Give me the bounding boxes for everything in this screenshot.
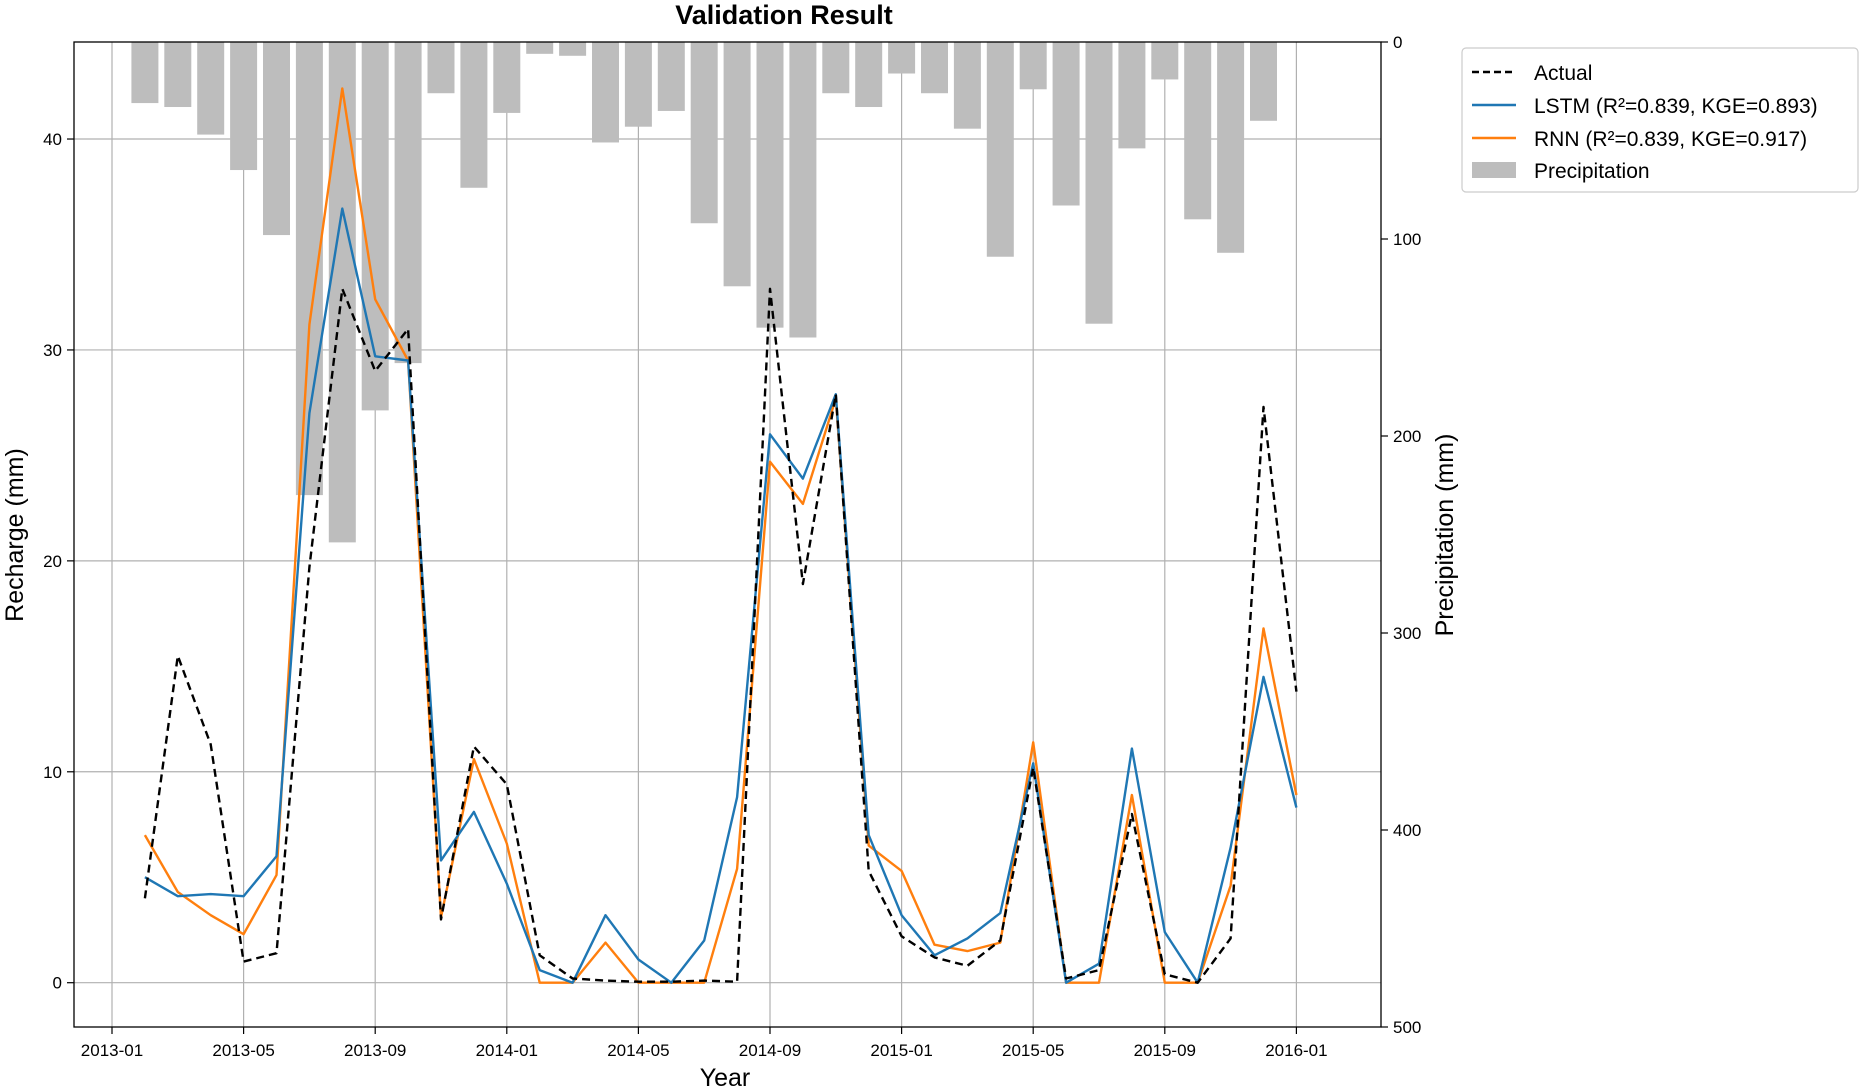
x-tick-label: 2014-01 [476, 1041, 538, 1060]
legend-precipitation-swatch [1472, 162, 1516, 178]
axis-ticks: 2013-01 2013-05 2013-09 2014-01 2014-05 2014-… [43, 33, 1421, 1060]
precipitation-bar [921, 42, 948, 94]
precipitation-bars [131, 42, 1277, 543]
precipitation-bar [723, 42, 751, 287]
legend-precipitation-label: Precipitation [1534, 160, 1650, 183]
precipitation-bar [1217, 42, 1245, 253]
x-tick-label: 2015-05 [1002, 1041, 1064, 1060]
precipitation-bar [361, 42, 389, 411]
y-axis-left-label: Recharge (mm) [1, 448, 29, 622]
y-right-tick-label: 300 [1393, 624, 1421, 643]
legend-actual-label: Actual [1534, 62, 1592, 85]
legend: Actual LSTM (R²=0.839, KGE=0.893) RNN (R… [1461, 47, 1859, 193]
precipitation-bar [1250, 42, 1277, 121]
y-right-tick-label: 500 [1393, 1018, 1421, 1037]
precipitation-bar [789, 42, 817, 338]
x-axis-label: Year [700, 1064, 751, 1091]
chart-title: Validation Result [675, 0, 893, 30]
precipitation-bar [230, 42, 258, 171]
x-tick-label: 2015-09 [1134, 1041, 1196, 1060]
precipitation-bar [1118, 42, 1146, 149]
x-tick-label: 2013-05 [212, 1041, 274, 1060]
series-line-actual [143, 287, 1298, 984]
precipitation-bar [986, 42, 1014, 257]
x-tick-label: 2013-01 [81, 1041, 143, 1060]
y-right-tick-label: 0 [1393, 33, 1402, 52]
precipitation-bar [131, 42, 159, 104]
y-left-tick-label: 0 [53, 974, 62, 993]
legend-rnn-label: RNN (R²=0.839, KGE=0.917) [1534, 128, 1807, 151]
x-tick-label: 2016-01 [1265, 1041, 1327, 1060]
y-right-tick-label: 200 [1393, 427, 1421, 446]
x-tick-label: 2013-09 [344, 1041, 406, 1060]
y-right-tick-label: 100 [1393, 230, 1421, 249]
precipitation-bar [1085, 42, 1113, 324]
precipitation-bar [1019, 42, 1047, 90]
precipitation-bar [427, 42, 455, 94]
y-left-tick-label: 40 [43, 130, 62, 149]
precipitation-bar [953, 42, 981, 129]
precipitation-bar [394, 42, 422, 364]
precipitation-bar [559, 42, 587, 56]
y-left-tick-label: 20 [43, 552, 62, 571]
precipitation-bar [493, 42, 521, 113]
precipitation-bar [592, 42, 619, 143]
legend-lstm-label: LSTM (R²=0.839, KGE=0.893) [1534, 95, 1818, 118]
precipitation-bar [657, 42, 685, 111]
precipitation-bar [1052, 42, 1080, 206]
precipitation-bar [263, 42, 290, 236]
recharge-lines [143, 87, 1298, 984]
precipitation-bar [460, 42, 488, 188]
precipitation-bar [197, 42, 225, 135]
precipitation-bar [164, 42, 192, 108]
y-left-tick-label: 10 [43, 763, 62, 782]
legend-box [1461, 47, 1859, 193]
precipitation-bar [888, 42, 916, 74]
plot-frame [73, 41, 1382, 1028]
precipitation-bar [822, 42, 850, 94]
precipitation-bar [1151, 42, 1179, 80]
y-left-tick-label: 30 [43, 341, 62, 360]
precipitation-bar [526, 42, 554, 54]
precipitation-bar [756, 42, 784, 328]
precipitation-bar [328, 42, 356, 543]
x-tick-label: 2014-05 [607, 1041, 669, 1060]
y-right-tick-label: 400 [1393, 821, 1421, 840]
series-line-rnn [143, 87, 1298, 984]
precipitation-bar [690, 42, 718, 224]
y-axis-right-label: Precipitation (mm) [1431, 434, 1459, 637]
x-tick-label: 2015-01 [870, 1041, 932, 1060]
precipitation-bar [1184, 42, 1212, 220]
series-line-lstm [144, 207, 1298, 984]
precipitation-bar [855, 42, 883, 108]
x-tick-label: 2014-09 [739, 1041, 801, 1060]
precipitation-bar [624, 42, 652, 127]
